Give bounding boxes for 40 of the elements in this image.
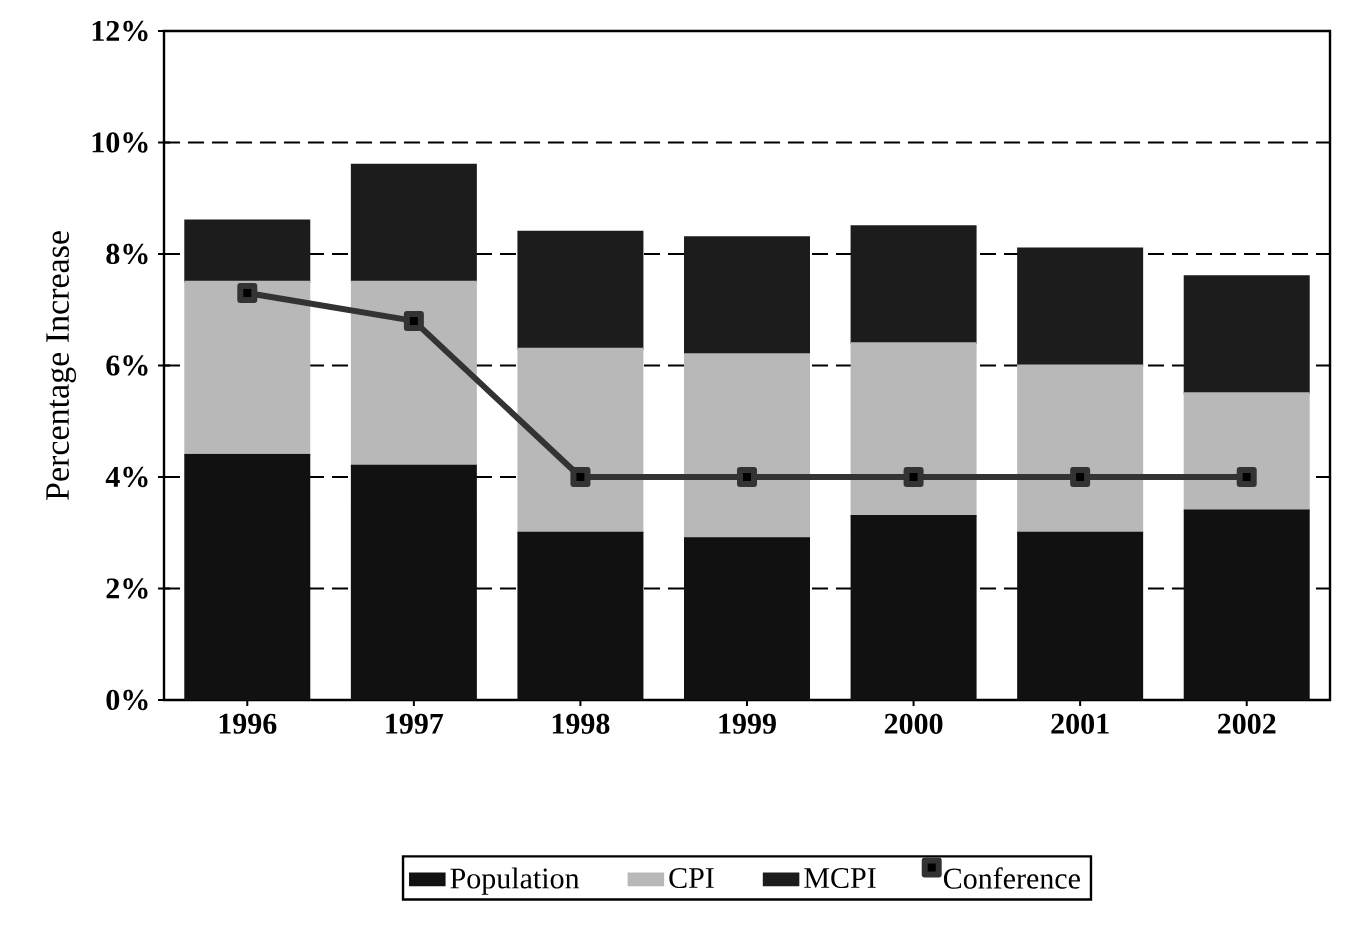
legend-label: MCPI [804, 867, 876, 889]
x-tick-label: 1996 [219, 713, 277, 734]
point [570, 467, 591, 487]
bar [684, 353, 810, 540]
legend-label: Population [450, 867, 580, 895]
x-tick-label: 2000 [884, 713, 943, 734]
bar [184, 219, 311, 283]
point [903, 467, 924, 487]
point [1236, 467, 1257, 487]
bar [517, 230, 644, 350]
point [737, 467, 758, 487]
bar [1183, 275, 1310, 395]
bar [1017, 247, 1144, 367]
legend-label: CPI [669, 867, 714, 889]
bar [850, 225, 977, 345]
x-tick-label: 1997 [386, 713, 444, 734]
y-tick-label: 12% [92, 20, 148, 42]
bar [1183, 392, 1310, 512]
x-tick-label: 1999 [719, 713, 776, 734]
bar [350, 280, 477, 467]
point [403, 310, 424, 331]
y-tick-label: 8% [106, 243, 148, 265]
bar [850, 342, 977, 518]
bar [1017, 364, 1144, 534]
bar [684, 236, 810, 356]
y-tick-label: 10% [92, 132, 148, 153]
bar [350, 163, 477, 283]
x-tick-label: 1998 [552, 713, 610, 734]
y-tick-label: 0% [106, 689, 148, 711]
y-axis-title: Percentage Increase [46, 231, 76, 500]
y-tick-label: 4% [105, 466, 148, 488]
bar [184, 280, 311, 456]
bar [517, 347, 644, 534]
point [1070, 467, 1091, 487]
legend-label: Conference [943, 867, 1080, 889]
y-tick-label: 2% [106, 578, 148, 599]
y-tick-label: 6% [106, 355, 148, 376]
x-tick-label: 2002 [1217, 713, 1276, 734]
point [237, 283, 258, 304]
x-tick-label: 2001 [1051, 713, 1109, 734]
